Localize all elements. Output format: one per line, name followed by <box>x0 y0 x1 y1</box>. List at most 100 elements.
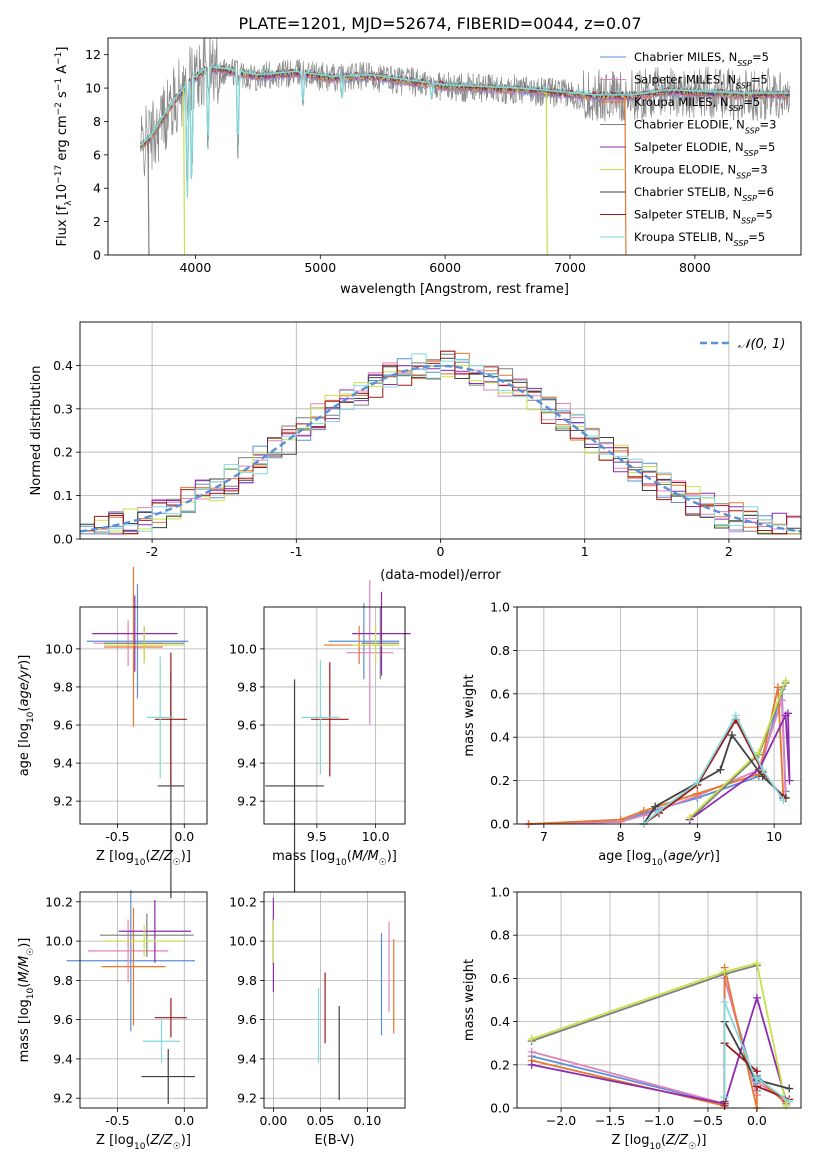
x-axis-label: Z [log10(Z/Z☉)] <box>612 1133 707 1152</box>
x-tick-label: −2.0 <box>546 1113 576 1128</box>
y-axis-label-part: 10 <box>55 184 70 201</box>
mass-weight-marker <box>754 748 763 757</box>
axes-frame <box>79 891 208 1109</box>
residual-histogram <box>80 350 801 535</box>
spectrum-drop <box>545 92 548 255</box>
legend-label-tail: =3 <box>760 118 777 132</box>
y-axis-label-part: )] <box>17 655 32 665</box>
y-tick-label: 9.4 <box>237 1051 257 1066</box>
x-tick-label: 0.0 <box>747 1113 767 1128</box>
y-tick-label: 9.2 <box>237 794 257 809</box>
legend-label-sub: SSP <box>736 81 751 90</box>
mass-weight-marker <box>782 1101 791 1110</box>
y-axis-label: mass weight <box>462 674 477 756</box>
x-axis-label-part: Z/Z <box>150 1133 174 1148</box>
x-tick-label: −1.0 <box>644 1113 674 1128</box>
x-tick-label: 8 <box>617 829 625 844</box>
mass-weight-marker <box>731 711 740 720</box>
y-axis-label: age [log10(age/yr)] <box>17 655 36 777</box>
y-tick-label: 9.2 <box>237 1091 257 1106</box>
x-tick-label: 0.10 <box>353 1113 381 1128</box>
legend-label-tail: =5 <box>743 95 760 109</box>
plot-area <box>265 580 411 893</box>
y-tick-label: 2 <box>93 214 101 229</box>
axes-frame <box>107 37 802 256</box>
y-tick-label: 9.8 <box>53 679 73 694</box>
y-axis-label: Normed distribution <box>29 366 44 496</box>
y-axis-label-part: −1 <box>54 78 64 91</box>
legend-label-sub: SSP <box>737 59 752 68</box>
y-tick-label: 0.3 <box>53 401 73 416</box>
x-tick-label: −1.5 <box>595 1113 625 1128</box>
y-tick-label: 9.8 <box>237 973 257 988</box>
legend-label-main: Salpeter STELIB, N <box>634 208 741 222</box>
x-axis-label-part: ( <box>663 849 668 864</box>
mass-weight-marker <box>727 731 736 740</box>
legend-label-sub: SSP <box>744 149 759 158</box>
legend-label-tail: =3 <box>751 163 768 177</box>
y-tick-label: 0.4 <box>490 1014 510 1029</box>
axes-frame <box>263 606 406 825</box>
panel-mass-vs-Z: -0.5 0.09.29.49.69.810.010.2Z [log10(Z/Z☉… <box>17 890 208 1152</box>
x-tick-label: 0.0 <box>174 829 194 844</box>
x-tick-label: 9.5 <box>307 829 327 844</box>
y-tick-label: 9.6 <box>237 1012 257 1027</box>
x-tick-label: 10.0 <box>362 829 390 844</box>
y-tick-label: 0.0 <box>490 1101 510 1116</box>
y-tick-label: 1.0 <box>490 600 510 615</box>
y-tick-label: 10.2 <box>45 894 73 909</box>
y-tick-label: 0.4 <box>490 730 510 745</box>
y-axis-label-part: ☉ <box>26 948 36 956</box>
legend-label: Chabrier MILES, NSSP=5 <box>634 50 769 68</box>
y-tick-label: 0.6 <box>490 686 510 701</box>
plot-area <box>86 567 189 899</box>
x-axis-label-part: 10 <box>649 1142 661 1152</box>
x-tick-label: -0.5 <box>105 829 129 844</box>
mass-weight-marker <box>527 1047 536 1056</box>
y-tick-label: 10.2 <box>229 894 257 909</box>
x-tick-label: 0.00 <box>259 1113 287 1128</box>
panel-age-vs-mass: 9.5 10.0 9.2 9.4 9.6 9.8 10.0 mass [log10(M/M☉)… <box>229 580 411 893</box>
mass-weight-marker <box>783 709 792 718</box>
x-tick-label: 7000 <box>554 260 586 275</box>
x-axis-label: (data-model)/error <box>380 568 501 583</box>
x-axis-label-part: ( <box>145 1133 150 1148</box>
x-axis-label: wavelength [Angstrom, rest frame] <box>340 282 569 297</box>
legend-label-tail: =6 <box>757 185 774 199</box>
mass-weight-marker <box>716 765 725 774</box>
y-axis-label-part: −2 <box>54 102 64 115</box>
legend-label: Chabrier ELODIE, NSSP=3 <box>634 118 776 136</box>
model-spectrum-overlay <box>140 65 790 198</box>
plot-area <box>527 959 794 1112</box>
legend-label-tail: =5 <box>748 230 765 244</box>
y-tick-label: 0.2 <box>53 445 73 460</box>
mass-weight-marker <box>779 796 788 805</box>
mass-weight-marker <box>720 1101 729 1110</box>
y-axis-label-part: age [log <box>17 723 32 776</box>
y-tick-label: 9.4 <box>237 756 257 771</box>
x-tick-label: 0 <box>437 544 445 559</box>
y-tick-label: 10 <box>85 81 101 96</box>
mass-weight-line <box>643 713 785 825</box>
x-tick-label: 1 <box>581 544 589 559</box>
x-axis-label-part: 10 <box>651 858 663 868</box>
y-axis-label-part: Flux [f <box>55 205 70 246</box>
x-tick-label: 9 <box>693 829 701 844</box>
x-axis-label-part: ☉ <box>173 1142 181 1152</box>
mass-weight-marker <box>752 1073 761 1082</box>
panel-mass-weight-vs-Z: −2.0 −1.5 −1.0 −0.5 0.0 0.0 0.2 0.4 0.6 0.8 1.0 mas… <box>462 885 802 1152</box>
legend-label-main: Salpeter MILES, N <box>634 73 736 87</box>
legend-label-tail: =5 <box>758 140 775 154</box>
legend-label-main: Kroupa MILES, N <box>634 95 729 109</box>
mass-weight-marker <box>720 967 729 976</box>
panel-mass-vs-EBV: 0.00 0.05 0.10 9.2 9.4 9.6 9.8 10.0 10.2 E(B-V) <box>229 891 406 1148</box>
mass-weight-marker <box>781 676 790 685</box>
y-tick-label: 0.2 <box>490 773 510 788</box>
legend-label: Kroupa STELIB, NSSP=5 <box>634 230 765 248</box>
y-tick-label: 9.4 <box>53 756 73 771</box>
y-tick-label: 0 <box>93 248 101 263</box>
mass-weight-line <box>689 682 787 821</box>
y-tick-label: 12 <box>85 47 101 62</box>
legend-label-main: Salpeter ELODIE, N <box>634 140 744 154</box>
axes-frame <box>79 321 802 540</box>
